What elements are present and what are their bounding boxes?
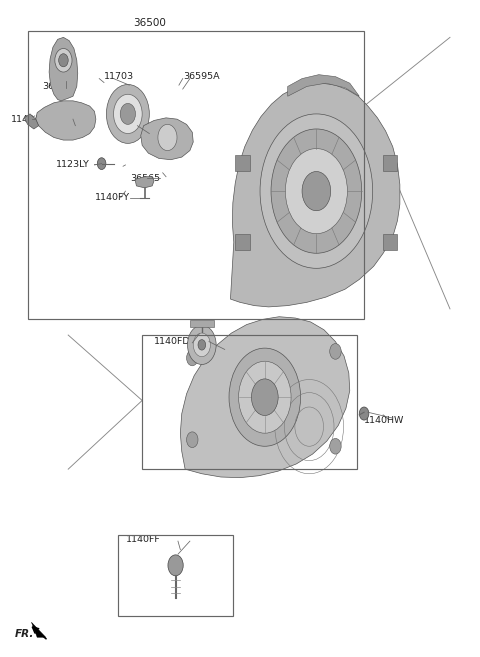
Circle shape — [187, 432, 198, 447]
Circle shape — [55, 49, 72, 72]
Circle shape — [360, 407, 369, 420]
Polygon shape — [135, 177, 154, 188]
Text: 1140HW: 1140HW — [364, 416, 405, 424]
Text: 1140FY: 1140FY — [95, 193, 130, 202]
Circle shape — [330, 438, 341, 454]
Circle shape — [260, 114, 372, 268]
Text: 36595A: 36595A — [183, 72, 219, 81]
Text: 1140FD: 1140FD — [154, 337, 191, 346]
Circle shape — [107, 85, 149, 143]
Circle shape — [285, 148, 348, 234]
Polygon shape — [180, 317, 350, 478]
Circle shape — [302, 171, 331, 211]
Circle shape — [187, 350, 198, 366]
Circle shape — [193, 333, 210, 357]
Circle shape — [229, 348, 300, 446]
Bar — [28, 31, 364, 319]
Text: 1123LY: 1123LY — [56, 160, 90, 170]
Text: 1140FF: 1140FF — [125, 535, 160, 543]
Bar — [235, 234, 250, 250]
Bar — [383, 155, 397, 171]
Text: 36618: 36618 — [42, 82, 72, 91]
Circle shape — [97, 158, 106, 170]
Text: 36565: 36565 — [130, 173, 160, 183]
Bar — [383, 234, 397, 250]
Circle shape — [158, 124, 177, 150]
Text: 36562: 36562 — [111, 121, 141, 130]
Circle shape — [188, 325, 216, 365]
Polygon shape — [49, 37, 78, 101]
Circle shape — [198, 340, 205, 350]
Circle shape — [168, 555, 183, 576]
Circle shape — [252, 379, 278, 415]
Text: 42910B: 42910B — [209, 345, 245, 354]
Polygon shape — [230, 83, 400, 307]
Text: 36566: 36566 — [54, 121, 84, 130]
Circle shape — [120, 103, 135, 124]
Bar — [118, 535, 233, 616]
Bar — [235, 155, 250, 171]
Polygon shape — [32, 622, 46, 637]
Circle shape — [330, 344, 341, 359]
Text: 36500: 36500 — [133, 18, 166, 28]
Text: 44500A: 44500A — [265, 322, 305, 332]
Bar — [142, 335, 357, 469]
Circle shape — [239, 361, 291, 433]
Circle shape — [114, 95, 142, 133]
Circle shape — [271, 129, 362, 253]
Polygon shape — [141, 118, 193, 160]
Polygon shape — [288, 75, 360, 97]
Polygon shape — [24, 114, 38, 129]
Polygon shape — [36, 101, 96, 140]
Text: 1140AF: 1140AF — [11, 115, 47, 124]
Text: FR.: FR. — [15, 629, 34, 639]
Text: 11703: 11703 — [104, 72, 134, 81]
Bar — [190, 320, 214, 327]
Circle shape — [59, 54, 68, 67]
